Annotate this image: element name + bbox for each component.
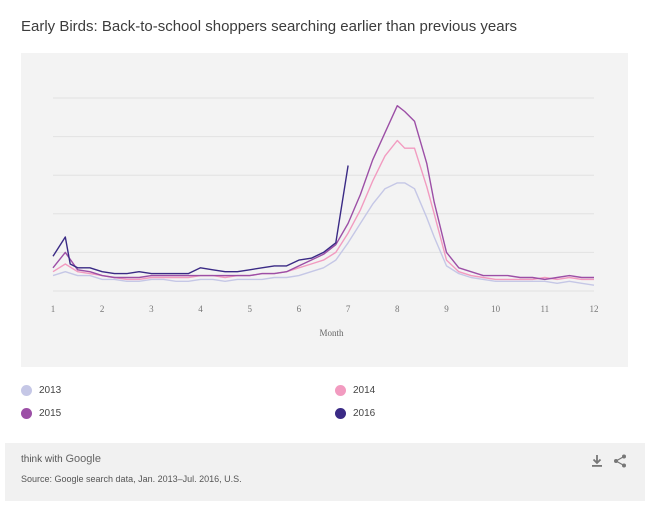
- x-tick-label-10: 10: [491, 304, 501, 314]
- share-icon[interactable]: [613, 454, 627, 468]
- x-tick-label-1: 1: [51, 304, 56, 314]
- series-line-2015: [52, 105, 594, 281]
- legend-item-2014[interactable]: 2014: [335, 385, 375, 396]
- legend-label-2015: 2015: [39, 408, 62, 419]
- brand-name: Google: [65, 453, 101, 465]
- x-tick-label-12: 12: [590, 304, 599, 314]
- x-tick-label-9: 9: [444, 304, 449, 314]
- x-tick-label-8: 8: [395, 304, 400, 314]
- series-line-2014: [52, 139, 594, 281]
- brand-prefix: think with: [21, 454, 63, 465]
- legend-swatch-2014: [335, 385, 346, 396]
- series-line-2016: [52, 165, 349, 275]
- x-axis-label: Month: [319, 328, 344, 338]
- legend-item-2016[interactable]: 2016: [335, 408, 375, 419]
- legend: 2013 2014 2015 2016: [21, 385, 621, 425]
- legend-item-2015[interactable]: 2015: [21, 408, 61, 419]
- download-icon[interactable]: [590, 454, 604, 468]
- legend-label-2016: 2016: [353, 408, 376, 419]
- x-tick-label-5: 5: [247, 304, 252, 314]
- x-tick-label-2: 2: [100, 304, 105, 314]
- chart-title: Early Birds: Back-to-school shoppers sea…: [21, 18, 518, 35]
- series-line-2013: [52, 182, 595, 286]
- source-note: Source: Google search data, Jan. 2013–Ju…: [21, 474, 242, 484]
- legend-swatch-2016: [335, 408, 346, 419]
- legend-label-2014: 2014: [353, 385, 376, 396]
- brand-logo: think with Google: [21, 453, 101, 465]
- x-tick-label-3: 3: [149, 304, 154, 314]
- legend-swatch-2013: [21, 385, 32, 396]
- legend-swatch-2015: [21, 408, 32, 419]
- x-tick-label-11: 11: [540, 304, 549, 314]
- x-tick-label-7: 7: [346, 304, 351, 314]
- x-tick-label-6: 6: [297, 304, 302, 314]
- x-tick-label-4: 4: [198, 304, 203, 314]
- legend-label-2013: 2013: [39, 385, 62, 396]
- footer: think with Google Source: Google search …: [5, 443, 645, 501]
- legend-item-2013[interactable]: 2013: [21, 385, 61, 396]
- chart-panel: 1 2 3 4 5 6 7 8 9 10 11 12 Month: [21, 53, 628, 367]
